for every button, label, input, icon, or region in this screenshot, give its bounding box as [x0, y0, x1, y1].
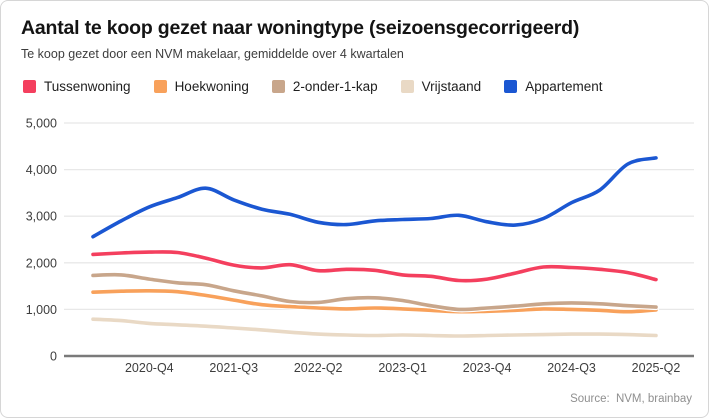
chart-legend: Tussenwoning Hoekwoning 2-onder-1-kap Vrijs…	[23, 79, 708, 94]
series-line-vrijstaand[interactable]	[91, 317, 658, 338]
y-tick-label: 5,000	[26, 117, 57, 131]
x-tick-label: 2023-Q4	[463, 361, 512, 375]
y-tick-label: 4,000	[26, 163, 57, 177]
source-note: Source: NVM, brainbay	[570, 393, 692, 405]
legend-item-2-onder-1-kap[interactable]: 2-onder-1-kap	[271, 79, 378, 94]
legend-swatch	[400, 80, 414, 93]
legend-item-vrijstaand[interactable]: Vrijstaand	[400, 79, 482, 94]
x-tick-label: 2024-Q3	[547, 361, 596, 375]
x-tick-label: 2021-Q3	[209, 361, 258, 375]
y-tick-label: 1,000	[26, 303, 57, 317]
x-tick-label: 2020-Q4	[125, 361, 174, 375]
x-tick-label: 2023-Q1	[378, 361, 427, 375]
legend-swatch	[504, 80, 518, 93]
legend-label: Appartement	[525, 79, 603, 94]
x-tick-label: 2022-Q2	[294, 361, 343, 375]
series-line-2-onder-1-kap[interactable]	[91, 272, 658, 312]
series-line-hoekwoning[interactable]	[91, 288, 658, 314]
legend-label: Hoekwoning	[174, 79, 249, 94]
legend-item-hoekwoning[interactable]: Hoekwoning	[153, 79, 249, 94]
legend-swatch	[23, 80, 36, 93]
x-tick-label: 2025-Q2	[632, 361, 681, 375]
chart-header: Aantal te koop gezet naar woningtype (se…	[1, 1, 708, 62]
y-tick-label: 3,000	[26, 210, 57, 224]
legend-swatch	[153, 80, 167, 93]
y-tick-label: 0	[50, 350, 57, 364]
chart-title: Aantal te koop gezet naar woningtype (se…	[21, 17, 580, 39]
legend-label: 2-onder-1-kap	[292, 79, 378, 94]
series-line-tussenwoning[interactable]	[91, 250, 658, 283]
legend-label: Tussenwoning	[44, 79, 131, 94]
y-tick-label: 2,000	[26, 256, 57, 270]
legend-swatch	[271, 80, 285, 93]
legend-item-tussenwoning[interactable]: Tussenwoning	[23, 79, 131, 94]
series-line-appartement[interactable]	[91, 156, 658, 239]
source-value: NVM, brainbay	[615, 393, 692, 405]
legend-item-appartement[interactable]: Appartement	[504, 79, 602, 94]
legend-label: Vrijstaand	[421, 79, 482, 94]
source-label: Source:	[570, 393, 610, 405]
chart-subtitle: Te koop gezet door een NVM makelaar, gem…	[21, 47, 404, 61]
